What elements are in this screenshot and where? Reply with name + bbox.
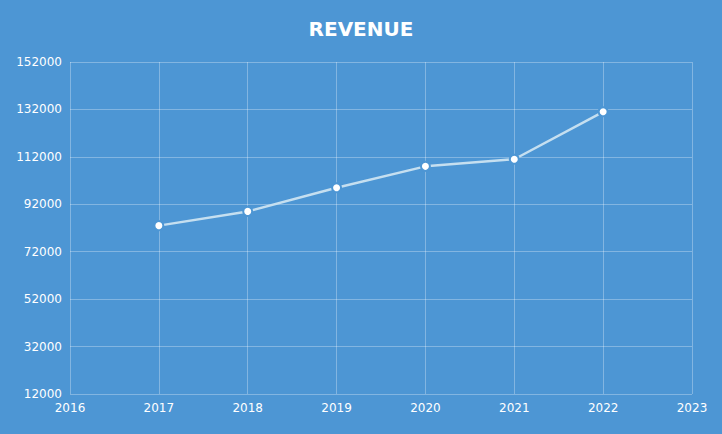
svg-text:72000: 72000 <box>24 245 62 259</box>
svg-text:2023: 2023 <box>677 401 708 415</box>
svg-text:2021: 2021 <box>499 401 530 415</box>
svg-text:132000: 132000 <box>16 102 62 116</box>
svg-text:2022: 2022 <box>588 401 619 415</box>
svg-text:12000: 12000 <box>24 387 62 401</box>
svg-text:2018: 2018 <box>232 401 263 415</box>
svg-text:2019: 2019 <box>321 401 352 415</box>
svg-text:2017: 2017 <box>144 401 175 415</box>
svg-text:2020: 2020 <box>410 401 441 415</box>
svg-text:152000: 152000 <box>16 55 62 69</box>
svg-text:112000: 112000 <box>16 150 62 164</box>
svg-text:52000: 52000 <box>24 292 62 306</box>
svg-text:2016: 2016 <box>55 401 86 415</box>
svg-text:REVENUE: REVENUE <box>309 17 414 41</box>
svg-text:32000: 32000 <box>24 340 62 354</box>
svg-text:92000: 92000 <box>24 197 62 211</box>
